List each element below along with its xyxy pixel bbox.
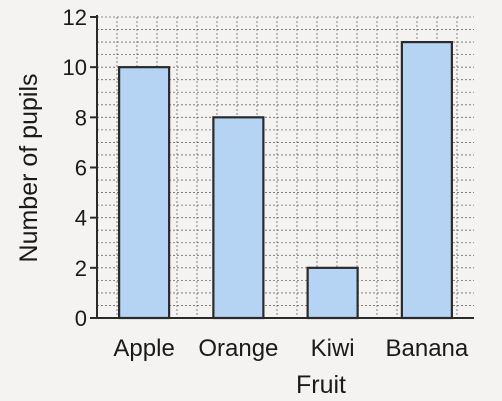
y-tick-label: 2 xyxy=(75,256,87,281)
y-tick-label: 12 xyxy=(63,5,87,30)
y-tick-labels: 0 2 4 6 8 10 12 xyxy=(63,5,97,331)
x-category-label: Orange xyxy=(198,335,278,362)
x-category-label: Kiwi xyxy=(311,335,355,362)
y-tick-label: 6 xyxy=(75,156,87,181)
bar-group xyxy=(118,40,453,320)
y-tick-label: 4 xyxy=(75,206,87,231)
chart-grid xyxy=(97,16,474,318)
y-tick-label: 0 xyxy=(75,306,87,331)
y-tick-label: 8 xyxy=(75,105,87,130)
bar-orange xyxy=(212,116,265,320)
y-tick-label: 10 xyxy=(63,55,87,80)
bar-apple xyxy=(118,66,171,320)
x-category-labels: Apple Orange Kiwi Banana xyxy=(113,335,468,362)
x-category-label: Banana xyxy=(386,335,469,362)
x-category-label: Apple xyxy=(113,335,174,362)
y-axis-title: Number of pupils xyxy=(15,74,43,263)
x-axis-title: Fruit xyxy=(296,371,346,399)
bar-banana xyxy=(400,40,453,320)
bar-kiwi xyxy=(306,266,359,320)
